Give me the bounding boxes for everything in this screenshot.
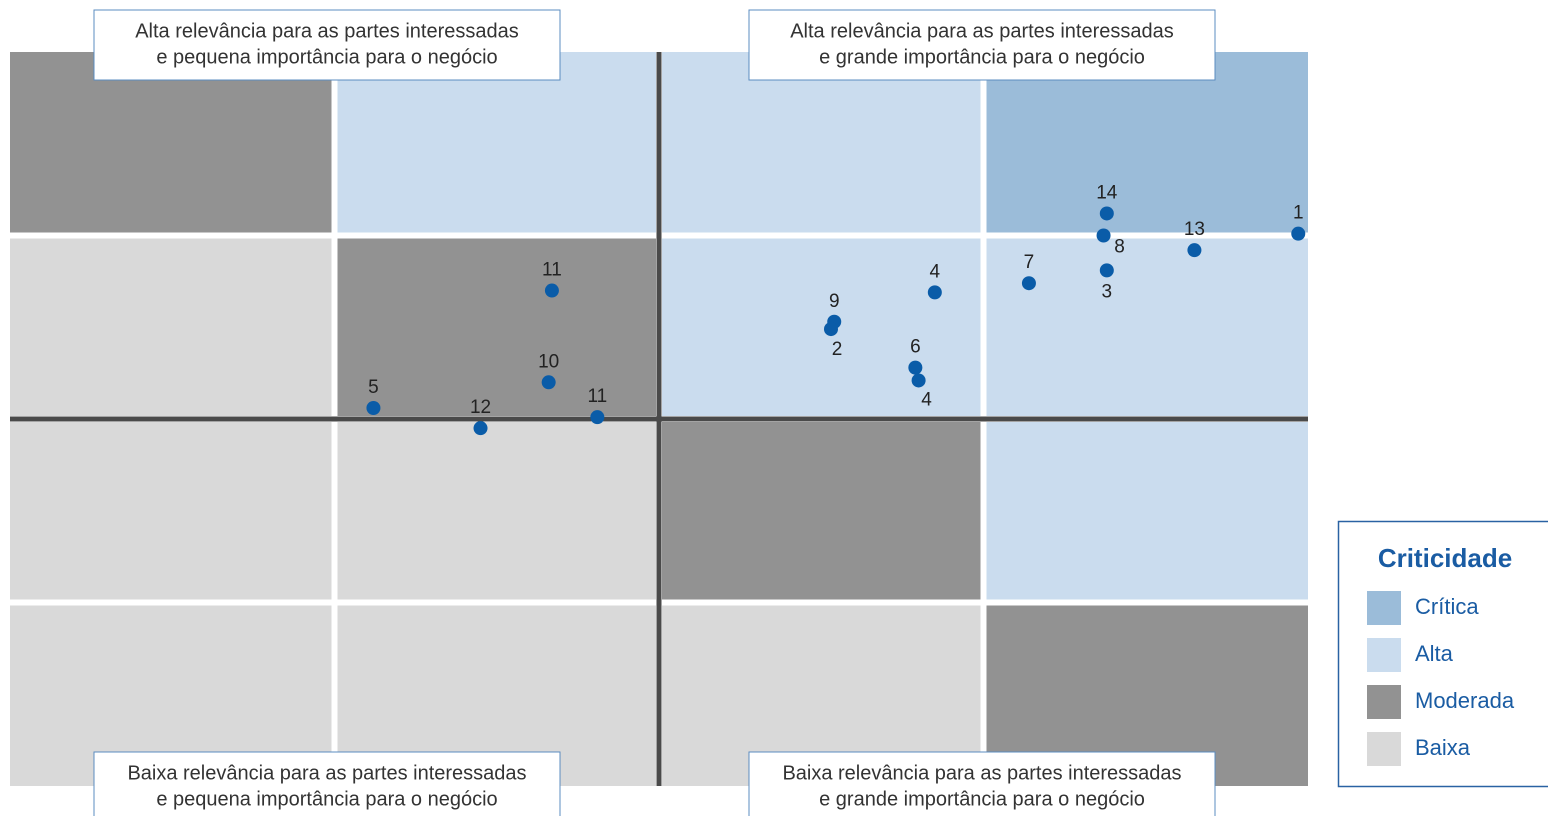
- matrix-cell: [986, 52, 1308, 233]
- data-point: [1187, 243, 1202, 258]
- data-point: [927, 285, 942, 300]
- quadrant-label: Alta relevância para as partes interessa…: [790, 20, 1174, 42]
- legend-label: Crítica: [1415, 594, 1479, 619]
- point-label: 9: [829, 291, 840, 312]
- data-point: [1021, 276, 1036, 291]
- legend-swatch: [1367, 685, 1401, 719]
- point-label: 11: [542, 260, 562, 281]
- quadrant-label: Alta relevância para as partes interessa…: [135, 20, 519, 42]
- quadrant-label: e pequena importância para o negócio: [156, 788, 497, 810]
- matrix-cell: [986, 422, 1308, 600]
- data-point: [544, 283, 559, 298]
- point-label: 5: [368, 377, 379, 398]
- matrix-cell: [10, 52, 332, 233]
- point-label: 4: [930, 261, 941, 282]
- matrix-cell: [337, 52, 656, 233]
- data-point: [1099, 206, 1114, 221]
- data-point: [473, 421, 488, 436]
- quadrant-label: e grande importância para o negócio: [819, 788, 1145, 810]
- matrix-cell: [662, 52, 981, 233]
- legend-label: Moderada: [1415, 688, 1515, 713]
- legend-title: Criticidade: [1378, 543, 1512, 573]
- data-point: [541, 375, 556, 390]
- point-label: 4: [921, 389, 932, 410]
- point-label: 12: [470, 397, 491, 418]
- point-label: 7: [1024, 252, 1035, 273]
- quadrant-label: e pequena importância para o negócio: [156, 46, 497, 68]
- matrix-cell: [662, 238, 981, 416]
- quadrant-label: e grande importância para o negócio: [819, 46, 1145, 68]
- quadrant-label: Baixa relevância para as partes interess…: [127, 762, 526, 784]
- legend-label: Baixa: [1415, 735, 1471, 760]
- point-label: 10: [538, 351, 559, 372]
- quadrant-box: [93, 9, 561, 81]
- point-label: 1: [1293, 203, 1304, 224]
- legend-swatch: [1367, 591, 1401, 625]
- matrix-cell: [10, 422, 332, 600]
- matrix-cell: [337, 422, 656, 600]
- point-label: 8: [1114, 237, 1125, 258]
- quadrant-box: [748, 9, 1216, 81]
- matrix-cell: [986, 238, 1308, 416]
- data-point: [590, 410, 605, 425]
- matrix-cell: [662, 422, 981, 600]
- legend-label: Alta: [1415, 641, 1454, 666]
- data-point: [1096, 228, 1111, 243]
- quadrant-box: [748, 751, 1216, 816]
- data-point: [1099, 263, 1114, 278]
- point-label: 14: [1096, 182, 1118, 203]
- data-point: [911, 373, 926, 388]
- point-label: 6: [910, 337, 921, 358]
- legend-swatch: [1367, 638, 1401, 672]
- point-label: 2: [832, 339, 843, 360]
- point-label: 11: [587, 386, 607, 407]
- quadrant-box: [93, 751, 561, 816]
- legend-swatch: [1367, 732, 1401, 766]
- data-point: [366, 400, 381, 415]
- point-label: 3: [1102, 281, 1113, 302]
- data-point: [823, 322, 838, 337]
- matrix-cell: [337, 238, 656, 416]
- point-label: 13: [1184, 219, 1205, 240]
- quadrant-label: Baixa relevância para as partes interess…: [782, 762, 1181, 784]
- data-point: [1291, 226, 1306, 241]
- data-point: [908, 360, 923, 375]
- matrix-cell: [10, 238, 332, 416]
